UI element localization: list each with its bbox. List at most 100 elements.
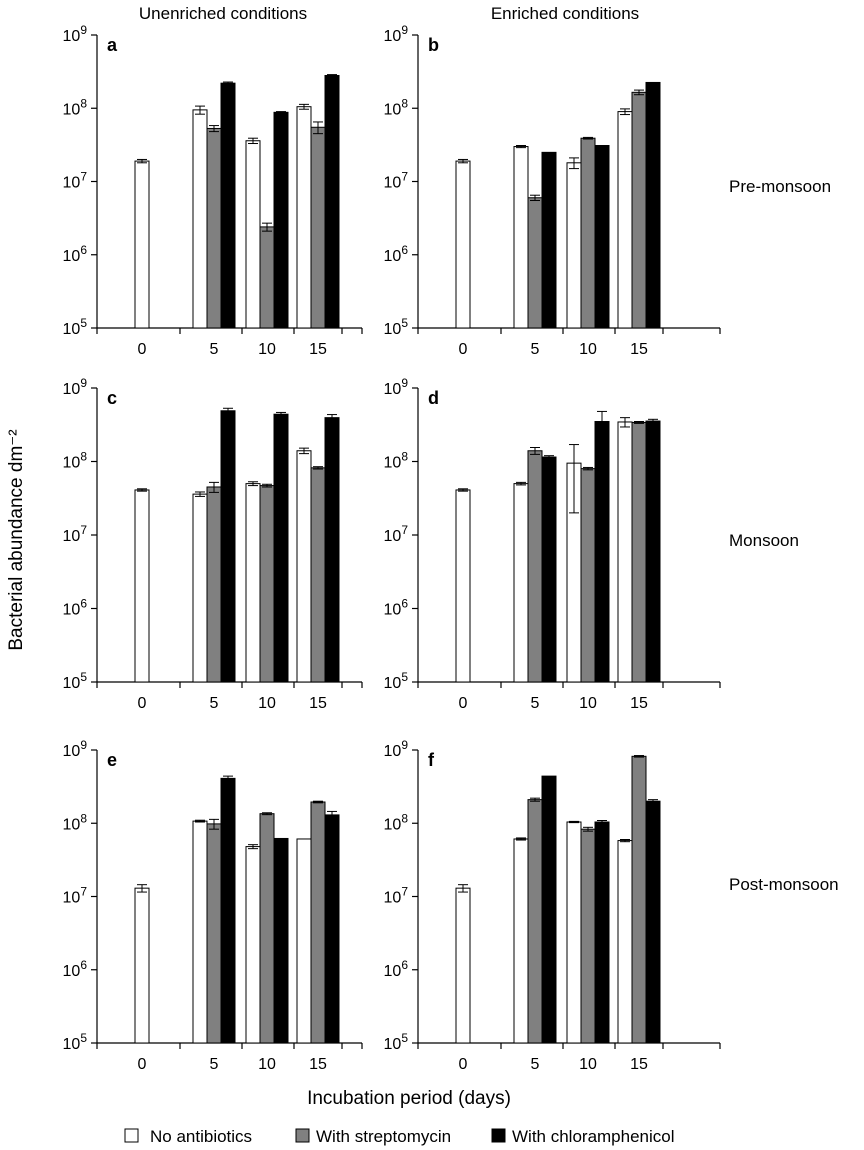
panel-e: 105 106 107 108 109 0 5 10 15 e xyxy=(63,738,363,1073)
panel-a: 105 106 107 108 109 0 5 10 15 a xyxy=(63,23,363,358)
bar-f-5-s2 xyxy=(541,775,557,1044)
bar-b-10-s0 xyxy=(566,162,582,329)
bar-c-15-s2 xyxy=(324,417,340,683)
y-tick-label: 109 xyxy=(63,738,88,760)
bar-f-10-s0 xyxy=(566,821,582,1044)
bar-a-15-s2 xyxy=(324,74,340,329)
x-tick-label: 15 xyxy=(309,1056,327,1073)
bar-e-15-s0 xyxy=(296,838,312,1044)
x-tick-label: 0 xyxy=(138,695,147,712)
x-tick-label: 5 xyxy=(531,1056,540,1073)
y-tick-label: 109 xyxy=(384,23,409,45)
x-tick-label: 15 xyxy=(630,695,648,712)
x-tick-label: 15 xyxy=(630,341,648,358)
y-axis-title: Bacterial abundance dm⁻² xyxy=(6,429,27,650)
bar-f-10-s1 xyxy=(580,828,596,1044)
bar-b-0-s0 xyxy=(455,160,471,329)
bar-a-5-s0 xyxy=(192,109,208,329)
bar-a-15-s0 xyxy=(296,106,312,329)
x-tick-label: 0 xyxy=(459,695,468,712)
x-tick-label: 5 xyxy=(210,1056,219,1073)
y-tick-label: 109 xyxy=(63,23,88,45)
y-tick-label: 106 xyxy=(384,958,409,980)
panel-letter-a: a xyxy=(107,35,118,55)
bar-f-5-s1 xyxy=(527,799,543,1044)
bar-b-15-s1 xyxy=(631,91,647,329)
x-tick-label: 5 xyxy=(210,341,219,358)
y-tick-label: 105 xyxy=(63,316,88,338)
panel-c: 105 106 107 108 109 0 5 10 15 c xyxy=(63,376,363,712)
legend: No antibiotics With streptomycin With ch… xyxy=(124,1127,675,1146)
x-tick-label: 10 xyxy=(258,341,276,358)
column-title-enriched: Enriched conditions xyxy=(491,4,639,23)
bar-d-5-s0 xyxy=(513,483,529,683)
x-tick-label: 5 xyxy=(531,341,540,358)
panel-letter-b: b xyxy=(428,35,439,55)
y-tick-label: 106 xyxy=(384,243,409,265)
y-tick-label: 106 xyxy=(63,958,88,980)
x-tick-label: 15 xyxy=(309,341,327,358)
bar-e-0-s0 xyxy=(134,887,150,1044)
bar-d-10-s2 xyxy=(594,421,610,683)
y-tick-label: 108 xyxy=(63,96,88,118)
x-tick-label: 5 xyxy=(210,695,219,712)
y-tick-label: 106 xyxy=(63,243,88,265)
bar-b-15-s2 xyxy=(645,81,661,329)
bar-d-15-s0 xyxy=(617,421,633,683)
y-tick-label: 108 xyxy=(384,450,409,472)
x-tick-label: 0 xyxy=(459,1056,468,1073)
panel-letter-d: d xyxy=(428,388,439,408)
legend-swatch-streptomycin xyxy=(295,1128,310,1143)
bar-b-5-s2 xyxy=(541,151,557,329)
legend-label-no-antibiotics: No antibiotics xyxy=(150,1127,252,1146)
bar-e-5-s1 xyxy=(206,823,222,1044)
x-tick-label: 15 xyxy=(630,1056,648,1073)
panel-f: 105 106 107 108 109 0 5 10 15 f xyxy=(384,738,721,1073)
bar-a-10-s2 xyxy=(273,111,289,329)
y-tick-label: 108 xyxy=(384,811,409,833)
y-tick-label: 109 xyxy=(384,376,409,398)
bar-d-0-s0 xyxy=(455,489,471,683)
y-tick-label: 107 xyxy=(384,523,409,545)
x-tick-label: 0 xyxy=(138,1056,147,1073)
bar-b-5-s0 xyxy=(513,146,529,329)
x-tick-label: 10 xyxy=(579,1056,597,1073)
y-tick-label: 107 xyxy=(63,523,88,545)
y-tick-label: 107 xyxy=(63,885,88,907)
row-label-pre-monsoon: Pre-monsoon xyxy=(729,177,831,196)
bar-c-5-s1 xyxy=(206,486,222,683)
bar-c-10-s1 xyxy=(259,485,275,683)
y-tick-label: 108 xyxy=(63,811,88,833)
y-tick-label: 107 xyxy=(63,170,88,192)
bar-f-0-s0 xyxy=(455,887,471,1044)
x-tick-label: 10 xyxy=(579,341,597,358)
legend-label-chloramphenicol: With chloramphenicol xyxy=(512,1127,675,1146)
y-tick-label: 109 xyxy=(63,376,88,398)
bar-b-15-s0 xyxy=(617,111,633,329)
bar-f-15-s1 xyxy=(631,755,647,1044)
bar-d-15-s1 xyxy=(631,421,647,683)
bar-d-5-s1 xyxy=(527,450,543,683)
y-tick-label: 105 xyxy=(384,1031,409,1053)
panel-letter-f: f xyxy=(428,750,435,770)
y-tick-label: 105 xyxy=(63,1031,88,1053)
legend-label-streptomycin: With streptomycin xyxy=(316,1127,451,1146)
x-tick-label: 10 xyxy=(258,695,276,712)
bar-b-10-s1 xyxy=(580,137,596,329)
legend-swatch-chloramphenicol xyxy=(491,1128,506,1143)
bar-e-10-s2 xyxy=(273,837,289,1044)
bar-f-15-s2 xyxy=(645,800,661,1044)
panel-d: 105 106 107 108 109 0 5 10 15 d xyxy=(384,376,721,712)
y-tick-label: 106 xyxy=(384,597,409,619)
y-tick-label: 105 xyxy=(63,670,88,692)
x-tick-label: 10 xyxy=(258,1056,276,1073)
bar-b-5-s1 xyxy=(527,197,543,329)
y-tick-label: 107 xyxy=(384,170,409,192)
bar-e-5-s2 xyxy=(220,777,236,1044)
bar-e-15-s1 xyxy=(310,801,326,1044)
bar-c-5-s2 xyxy=(220,410,236,683)
y-tick-label: 105 xyxy=(384,316,409,338)
y-tick-label: 109 xyxy=(384,738,409,760)
bar-e-10-s1 xyxy=(259,813,275,1044)
bar-a-0-s0 xyxy=(134,160,150,329)
